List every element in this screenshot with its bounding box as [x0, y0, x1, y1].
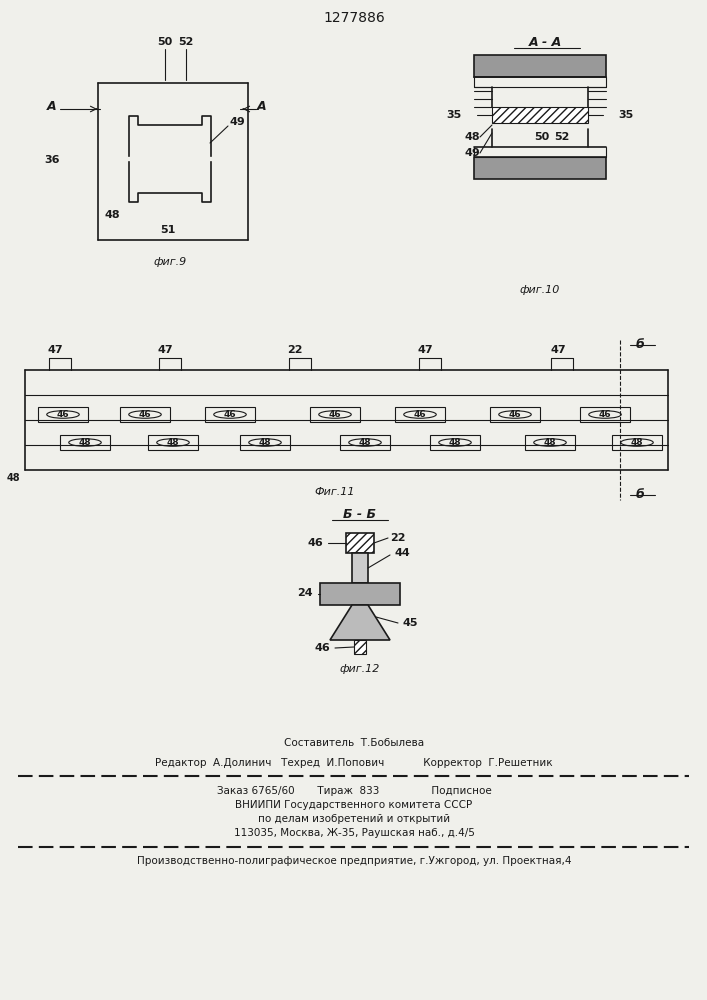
Text: 51: 51 [160, 225, 175, 235]
Text: Составитель  Т.Бобылева: Составитель Т.Бобылева [284, 738, 424, 748]
Bar [38, 407, 88, 422]
Bar [395, 407, 445, 422]
Text: фиг.12: фиг.12 [340, 664, 380, 674]
Text: 36: 36 [45, 155, 60, 165]
Polygon shape [330, 605, 390, 640]
Text: по делам изобретений и открытий: по делам изобретений и открытий [258, 814, 450, 824]
Bar [525, 435, 575, 450]
Bar [120, 407, 170, 422]
Text: А: А [257, 101, 267, 113]
Bar [60, 435, 110, 450]
Bar [240, 435, 290, 450]
Text: 46: 46 [329, 410, 341, 419]
Text: 48: 48 [104, 210, 119, 220]
Text: 48: 48 [78, 438, 91, 447]
Text: 52: 52 [178, 37, 194, 47]
Text: фиг.9: фиг.9 [153, 257, 187, 267]
Text: 46: 46 [509, 410, 521, 419]
Text: 47: 47 [47, 345, 63, 355]
Bar [320, 583, 400, 605]
Text: 46: 46 [223, 410, 236, 419]
Text: ВНИИПИ Государственного комитета СССР: ВНИИПИ Государственного комитета СССР [235, 800, 472, 810]
Text: 22: 22 [390, 533, 406, 543]
Text: Заказ 6765/60       Тираж  833                Подписное: Заказ 6765/60 Тираж 833 Подписное [216, 786, 491, 796]
Bar [340, 435, 390, 450]
Bar [346, 533, 374, 553]
Text: 48: 48 [544, 438, 556, 447]
Bar [354, 640, 366, 654]
Text: 24: 24 [297, 588, 312, 598]
Text: 52: 52 [554, 132, 570, 142]
Text: 35: 35 [446, 110, 462, 120]
Text: Редактор  А.Долинич   Техред  И.Попович            Корректор  Г.Решетник: Редактор А.Долинич Техред И.Попович Корр… [156, 758, 553, 768]
Bar [474, 55, 606, 77]
Text: 46: 46 [314, 643, 330, 653]
Text: Фиг.11: Фиг.11 [315, 487, 355, 497]
Text: 46: 46 [139, 410, 151, 419]
Text: А: А [47, 101, 57, 113]
Text: 35: 35 [619, 110, 633, 120]
Bar [474, 157, 606, 179]
Bar [352, 553, 368, 583]
Text: 48: 48 [6, 473, 20, 483]
Text: 113035, Москва, Ж-35, Раушская наб., д.4/5: 113035, Москва, Ж-35, Раушская наб., д.4… [233, 828, 474, 838]
Text: 48: 48 [259, 438, 271, 447]
Text: 47: 47 [417, 345, 433, 355]
Text: фиг.10: фиг.10 [520, 285, 560, 295]
Bar [490, 407, 540, 422]
Text: 22: 22 [287, 345, 303, 355]
Text: 44: 44 [394, 548, 410, 558]
Bar [205, 407, 255, 422]
Text: 49: 49 [464, 148, 480, 158]
Text: 46: 46 [599, 410, 612, 419]
Text: Производственно-полиграфическое предприятие, г.Ужгород, ул. Проектная,4: Производственно-полиграфическое предприя… [136, 856, 571, 866]
Text: 50: 50 [534, 132, 549, 142]
Bar [492, 107, 588, 123]
Text: 45: 45 [402, 618, 418, 628]
Text: 48: 48 [464, 132, 480, 142]
Bar [310, 407, 360, 422]
Text: 46: 46 [57, 410, 69, 419]
Text: 49: 49 [229, 117, 245, 127]
Text: 48: 48 [358, 438, 371, 447]
Text: б: б [636, 488, 644, 502]
Bar [580, 407, 630, 422]
Bar [612, 435, 662, 450]
Text: 48: 48 [449, 438, 461, 447]
Text: 46: 46 [307, 538, 323, 548]
Bar [148, 435, 198, 450]
Text: 47: 47 [157, 345, 173, 355]
Text: А - А: А - А [528, 35, 561, 48]
Bar [430, 435, 480, 450]
Text: б: б [636, 338, 644, 352]
Text: 47: 47 [550, 345, 566, 355]
Text: 50: 50 [158, 37, 173, 47]
Text: Б - Б: Б - Б [344, 508, 377, 522]
Text: 48: 48 [167, 438, 180, 447]
Text: 48: 48 [631, 438, 643, 447]
Text: 1277886: 1277886 [323, 11, 385, 25]
Text: 46: 46 [414, 410, 426, 419]
